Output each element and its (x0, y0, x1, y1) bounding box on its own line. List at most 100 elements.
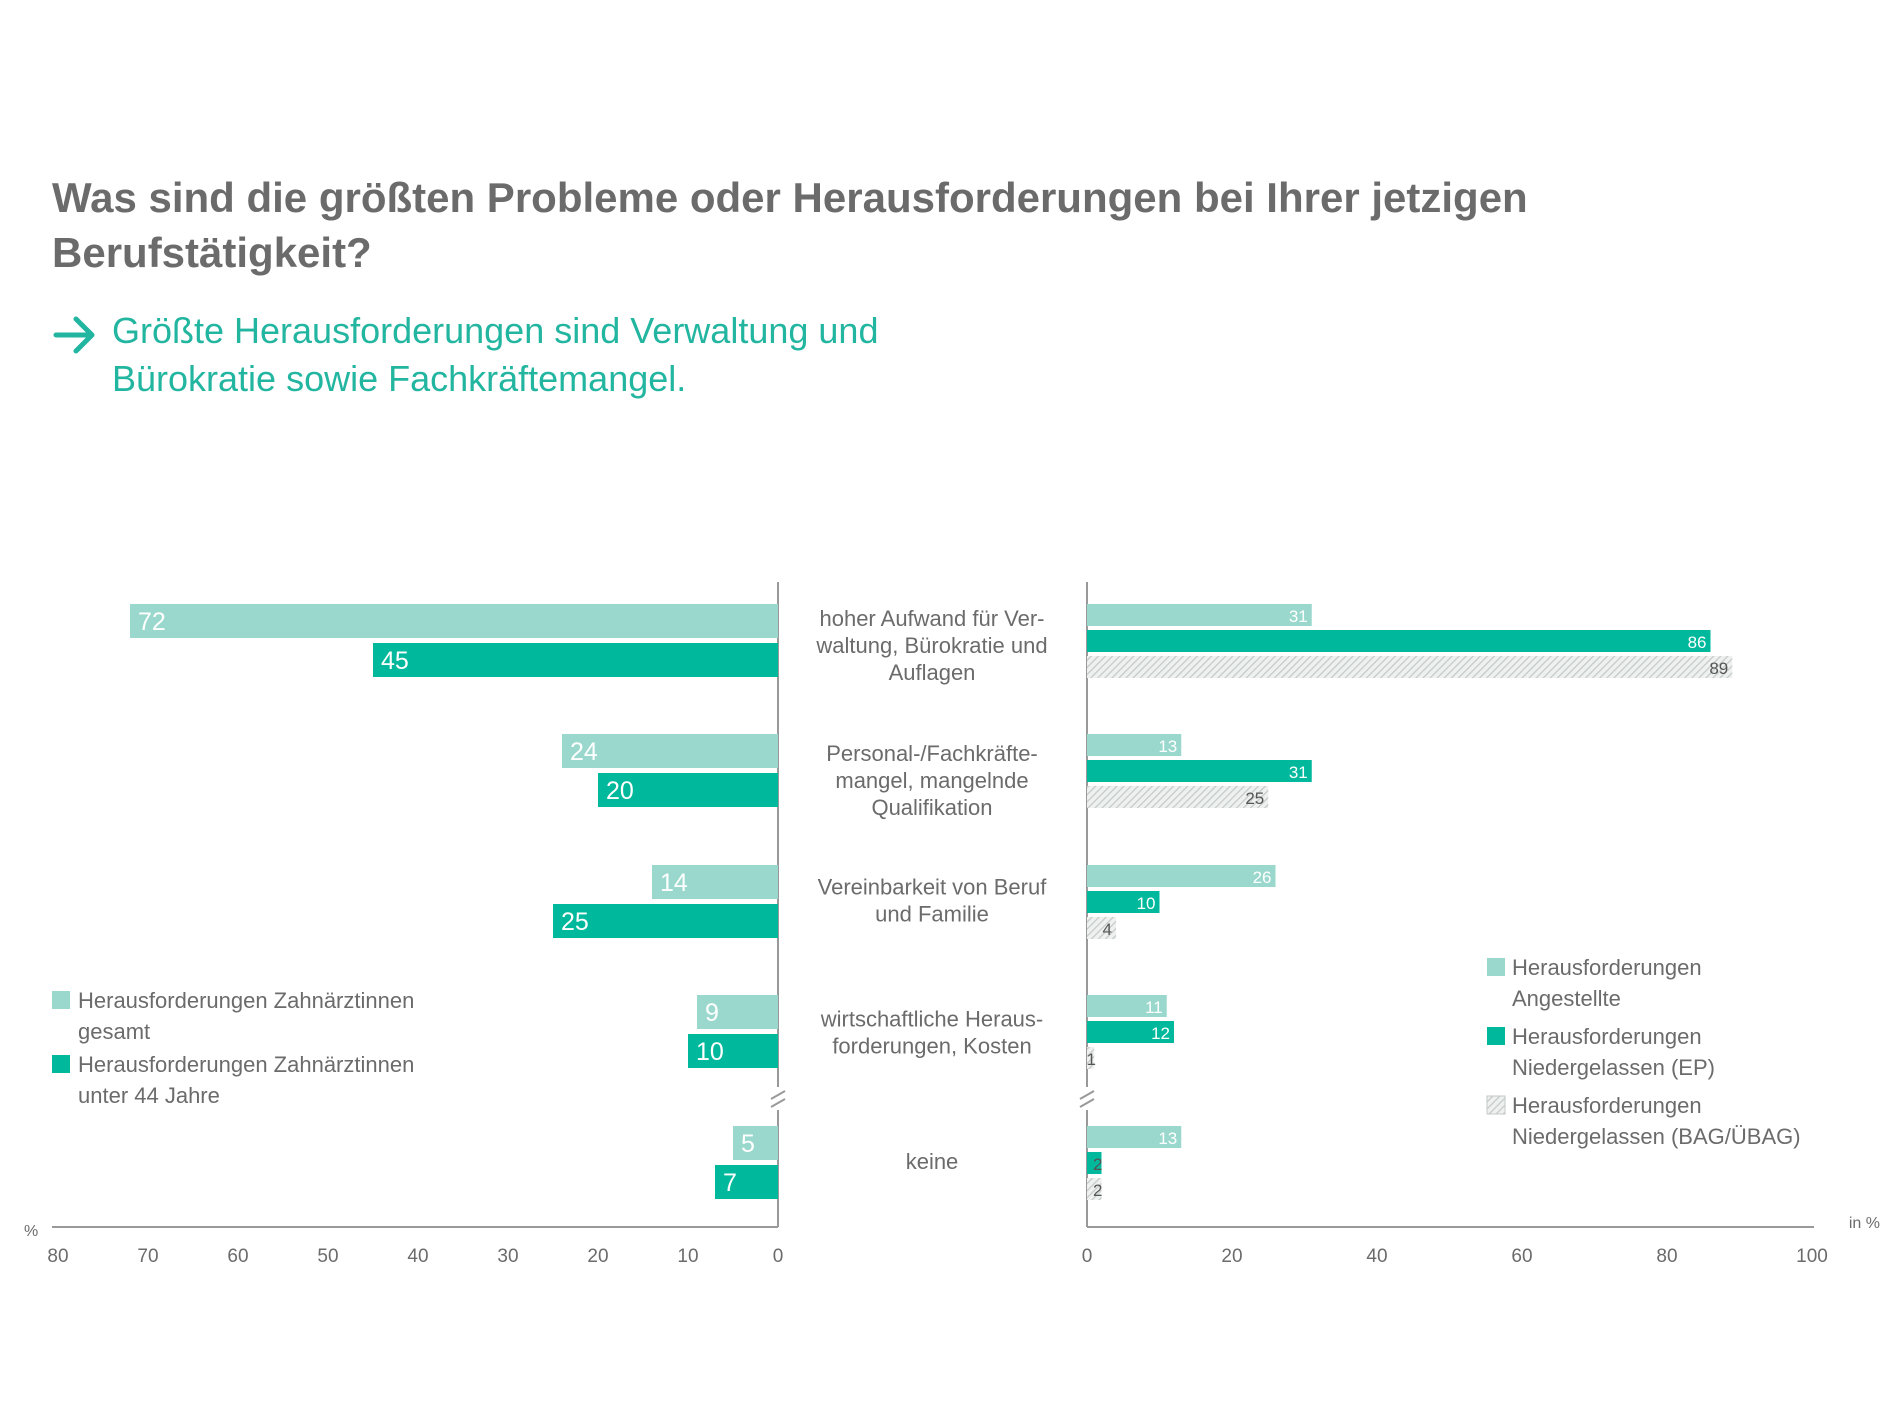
right-bar (1087, 865, 1276, 887)
left-tick-label: 70 (137, 1246, 158, 1267)
right-bar (1087, 917, 1116, 939)
left-bar (130, 604, 778, 638)
category-label: Qualifikation (871, 795, 992, 820)
right-bar (1087, 656, 1733, 678)
left-legend: Herausforderungen Zahnärztinnen gesamt Her… (52, 988, 414, 1108)
right-bar (1087, 630, 1711, 652)
left-bar-value: 10 (696, 1038, 724, 1066)
right-bar (1087, 1021, 1174, 1043)
right-bar (1087, 891, 1160, 913)
legend-label: Angestellte (1512, 986, 1621, 1011)
legend-label: Niedergelassen (BAG/ÜBAG) (1512, 1124, 1801, 1149)
legend-swatch (1486, 1095, 1506, 1115)
right-bar (1087, 1178, 1102, 1200)
left-bar-value: 24 (570, 738, 598, 766)
legend-label: Herausforderungen (1512, 1024, 1702, 1049)
left-axis-break (770, 1098, 786, 1108)
legend-label: Niedergelassen (EP) (1512, 1055, 1715, 1080)
category-label: Auflagen (889, 660, 976, 685)
left-panel: % 80 70 60 50 40 30 20 10 0 72 24 14 9 5 45 20 25 10 7 (24, 582, 786, 1267)
right-bar-value: 13 (1158, 737, 1177, 756)
left-tick-label: 60 (227, 1246, 248, 1267)
left-bar (553, 904, 778, 938)
right-bar-value: 1 (1087, 1050, 1096, 1069)
right-legend: Herausforderungen Angestellte Herausforder… (1486, 955, 1801, 1149)
right-panel: in %0 20 40 60 80 100311326111386311012289254… (1079, 582, 1880, 1267)
right-tick-label: 100 (1796, 1246, 1828, 1267)
legend-label: unter 44 Jahre (78, 1083, 220, 1108)
right-bar (1087, 760, 1312, 782)
left-bar-value: 25 (561, 908, 589, 936)
right-bar (1087, 734, 1182, 756)
right-bar-value: 12 (1151, 1024, 1170, 1043)
right-bar-value: 4 (1103, 920, 1112, 939)
right-bar-value: 26 (1253, 868, 1272, 887)
right-axis-unit: in % (1849, 1215, 1880, 1232)
left-bar-value: 45 (381, 647, 409, 675)
category-label: Vereinbarkeit von Beruf (818, 875, 1048, 900)
left-bar (652, 865, 778, 899)
category-labels: hoher Aufwand für Ver-waltung, Bürokrati… (815, 606, 1047, 1174)
left-bar (598, 773, 778, 807)
left-axis-unit: % (24, 1223, 38, 1240)
left-bar-value: 5 (741, 1130, 755, 1158)
right-axis-break (1079, 1098, 1095, 1108)
category-label: mangel, mangelnde (835, 768, 1028, 793)
left-bar (373, 643, 778, 677)
left-tick-label: 80 (47, 1246, 68, 1267)
legend-label: Herausforderungen Zahnärztinnen (78, 1052, 414, 1077)
left-bar (697, 995, 778, 1029)
left-bar (715, 1165, 778, 1199)
right-bar-value: 31 (1289, 763, 1308, 782)
right-bar (1087, 1152, 1102, 1174)
arrow-right-icon (53, 316, 95, 354)
legend-swatch (1487, 1027, 1505, 1045)
page-title: Was sind die größten Probleme oder Herau… (52, 174, 1528, 276)
left-bar (688, 1034, 778, 1068)
legend-label: Herausforderungen Zahnärztinnen (78, 988, 414, 1013)
left-bar-value: 72 (138, 608, 166, 636)
category-label: waltung, Bürokratie und (815, 633, 1047, 658)
legend-swatch (52, 1055, 70, 1073)
left-axis-break (770, 1090, 786, 1100)
left-tick-label: 0 (773, 1246, 784, 1267)
right-bar-value: 86 (1688, 633, 1707, 652)
left-tick-label: 20 (587, 1246, 608, 1267)
right-bar (1087, 1047, 1095, 1069)
right-bar-value: 11 (1145, 998, 1163, 1017)
legend-swatch (52, 991, 70, 1009)
right-bar-value: 89 (1709, 659, 1728, 678)
right-bar-value: 10 (1137, 894, 1156, 913)
left-bar (733, 1126, 778, 1160)
legend-label: Herausforderungen (1512, 1093, 1702, 1118)
left-tick-label: 40 (407, 1246, 428, 1267)
category-label: hoher Aufwand für Ver- (819, 606, 1044, 631)
left-bar-value: 9 (705, 999, 719, 1027)
right-tick-label: 80 (1656, 1246, 1677, 1267)
legend-swatch (1487, 958, 1505, 976)
right-bar-value: 13 (1158, 1129, 1177, 1148)
left-bar-value: 20 (606, 777, 634, 805)
right-bar-value: 2 (1093, 1155, 1102, 1174)
right-tick-label: 20 (1221, 1246, 1242, 1267)
left-tick-label: 10 (677, 1246, 698, 1267)
right-bar (1087, 995, 1167, 1017)
left-bar (562, 734, 778, 768)
right-bar (1087, 786, 1269, 808)
left-tick-label: 30 (497, 1246, 518, 1267)
legend-label: Herausforderungen (1512, 955, 1702, 980)
right-tick-label: 0 (1082, 1246, 1093, 1267)
right-bar-value: 2 (1093, 1181, 1102, 1200)
right-tick-label: 60 (1511, 1246, 1532, 1267)
right-bar-value: 31 (1289, 607, 1308, 626)
category-label: forderungen, Kosten (832, 1034, 1031, 1059)
right-bar-value: 25 (1245, 789, 1264, 808)
right-tick-label: 40 (1366, 1246, 1387, 1267)
right-axis-break (1079, 1090, 1095, 1100)
subtitle: Größte Herausforderungen sind Verwaltung… (112, 310, 879, 399)
right-bar (1087, 604, 1312, 626)
category-label: Personal-/Fachkräfte- (826, 741, 1038, 766)
left-bar-value: 7 (723, 1169, 737, 1197)
left-tick-label: 50 (317, 1246, 338, 1267)
